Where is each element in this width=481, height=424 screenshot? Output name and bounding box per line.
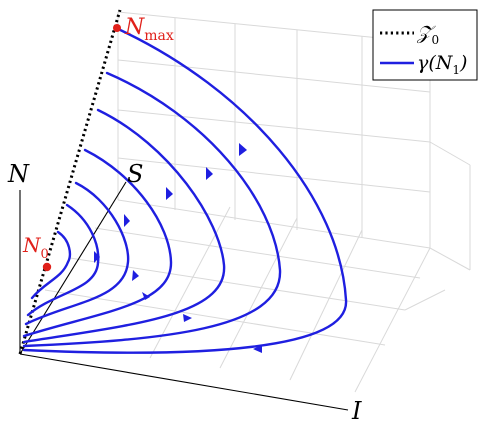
arrowhead	[253, 345, 262, 353]
trajectory-3	[22, 108, 226, 344]
arrowheads	[94, 143, 262, 353]
equilibrium-points	[42, 24, 121, 272]
trajectory-4	[22, 148, 173, 338]
arrowhead	[142, 292, 150, 300]
arrowhead	[239, 143, 247, 156]
arrowhead	[183, 314, 192, 322]
n-max-label: Nmax	[124, 15, 174, 44]
trajectory-2	[22, 71, 282, 348]
n-zero-label: N0	[22, 233, 49, 262]
legend-box	[372, 9, 478, 81]
arrowhead	[132, 270, 139, 281]
trajectories	[22, 26, 348, 354]
s-axis-label: S	[127, 160, 143, 188]
arrowhead	[124, 214, 130, 227]
axes	[19, 181, 349, 411]
n-zero-point	[42, 262, 52, 272]
n-max-point	[113, 24, 121, 32]
arrowhead	[166, 187, 173, 200]
trajectory-5	[24, 181, 130, 326]
arrowhead	[206, 167, 213, 180]
i-axis-label: I	[351, 397, 362, 424]
i-axis	[19, 353, 349, 411]
trajectory-7	[30, 230, 72, 300]
trajectory-1	[22, 26, 348, 354]
z0-dotted-line	[18, 9, 122, 355]
legend: 𝒵0 γ(N1)	[372, 9, 478, 81]
trajectory-6	[26, 203, 100, 317]
n-axis-label: N	[7, 160, 30, 188]
legend-curve-label: γ(N1)	[417, 52, 467, 77]
arrowhead	[94, 251, 100, 263]
legend-dotted-label: 𝒵0	[416, 22, 439, 47]
